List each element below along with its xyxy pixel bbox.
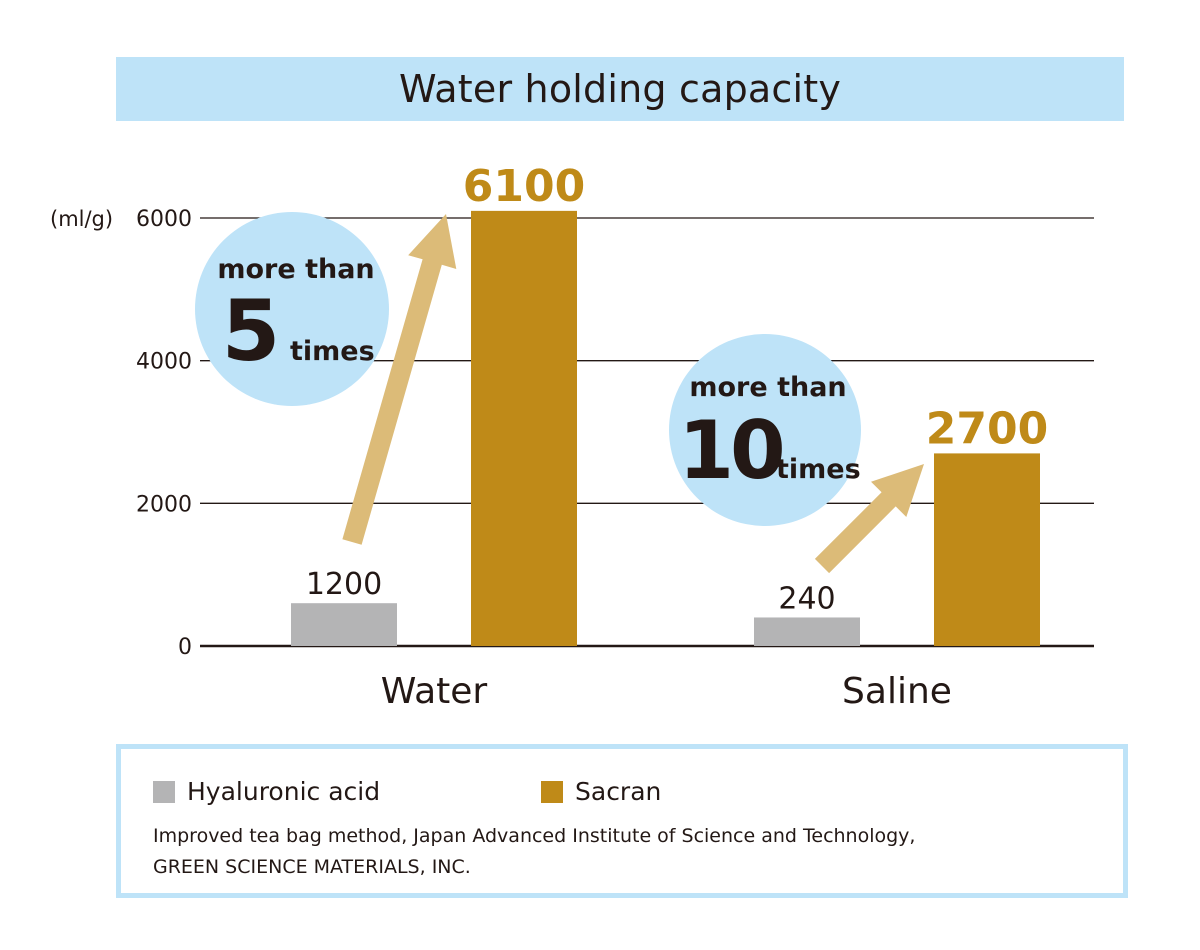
- source-note-line-1: Improved tea bag method, Japan Advanced …: [153, 825, 916, 847]
- legend-label-hyaluronic-acid: Hyaluronic acid: [187, 777, 381, 806]
- ratio-text-more-than-saline: more than: [689, 372, 846, 403]
- legend-swatch-hyaluronic-acid: [153, 780, 175, 803]
- legend-swatch-sacran: [541, 780, 563, 803]
- bar-sacran-saline: [934, 453, 1040, 646]
- chart-title: Water holding capacity: [398, 67, 842, 111]
- data-label-hyaluronic-acid-saline: 240: [778, 581, 835, 616]
- ratio-text-more-than-water: more than: [217, 254, 374, 285]
- y-tick-label-6000: 6000: [136, 207, 192, 232]
- x-tick-label-water: Water: [381, 671, 488, 712]
- legend-box: Hyaluronic acid Sacran Improved tea bag …: [116, 744, 1128, 898]
- data-label-hyaluronic-acid-water: 1200: [306, 567, 382, 602]
- ratio-number-saline: 10: [678, 404, 782, 497]
- increase-arrow-saline: [814, 464, 924, 574]
- data-label-sacran-water: 6100: [463, 161, 585, 212]
- chart-title-bar: Water holding capacity: [116, 57, 1124, 121]
- ratio-unit-water: times: [290, 336, 375, 367]
- data-label-sacran-saline: 2700: [926, 403, 1048, 454]
- y-axis-label: (ml/g): [50, 207, 113, 231]
- ratio-bubble-saline: [669, 334, 861, 526]
- bar-hyaluronic-acid-water: [291, 603, 397, 646]
- y-tick-label-0: 0: [178, 635, 192, 660]
- source-note: Improved tea bag method, Japan Advanced …: [153, 821, 915, 883]
- ratio-bubble-water: [195, 212, 389, 406]
- bar-hyaluronic-acid-saline: [754, 617, 860, 646]
- legend-item-sacran: Sacran: [541, 777, 661, 806]
- ratio-number-water: 5: [222, 282, 280, 380]
- ratio-unit-saline: times: [776, 454, 861, 485]
- x-tick-label-saline: Saline: [842, 671, 952, 712]
- legend-label-sacran: Sacran: [575, 777, 662, 806]
- source-note-line-2: GREEN SCIENCE MATERIALS, INC.: [153, 856, 471, 878]
- bar-sacran-water: [471, 210, 577, 646]
- y-tick-label-2000: 2000: [136, 492, 192, 517]
- legend-item-hyaluronic-acid: Hyaluronic acid: [153, 777, 380, 806]
- y-tick-label-4000: 4000: [136, 350, 192, 375]
- increase-arrow-water: [342, 214, 457, 545]
